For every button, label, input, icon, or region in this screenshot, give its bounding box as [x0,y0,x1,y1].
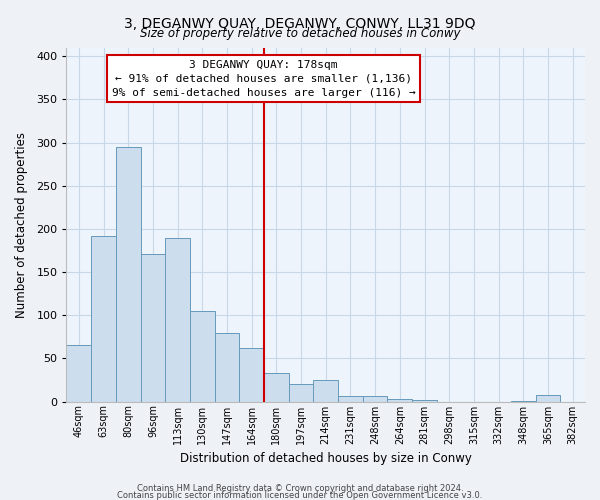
Bar [67,346,91,402]
Y-axis label: Number of detached properties: Number of detached properties [15,132,28,318]
X-axis label: Distribution of detached houses by size in Conwy: Distribution of detached houses by size … [180,452,472,465]
Bar [511,401,536,402]
Text: 3 DEGANWY QUAY: 178sqm
← 91% of detached houses are smaller (1,136)
9% of semi-d: 3 DEGANWY QUAY: 178sqm ← 91% of detached… [112,60,415,98]
Bar [140,254,165,402]
Text: Contains public sector information licensed under the Open Government Licence v3: Contains public sector information licen… [118,491,482,500]
Bar [338,396,363,402]
Text: Size of property relative to detached houses in Conwy: Size of property relative to detached ho… [140,28,460,40]
Bar [91,236,116,402]
Bar [165,238,190,402]
Bar [215,332,239,402]
Bar [239,348,264,402]
Bar [536,394,560,402]
Bar [289,384,313,402]
Bar [388,399,412,402]
Bar [190,311,215,402]
Bar [412,400,437,402]
Bar [264,373,289,402]
Bar [313,380,338,402]
Bar [363,396,388,402]
Text: 3, DEGANWY QUAY, DEGANWY, CONWY, LL31 9DQ: 3, DEGANWY QUAY, DEGANWY, CONWY, LL31 9D… [124,18,476,32]
Text: Contains HM Land Registry data © Crown copyright and database right 2024.: Contains HM Land Registry data © Crown c… [137,484,463,493]
Bar [116,147,140,402]
